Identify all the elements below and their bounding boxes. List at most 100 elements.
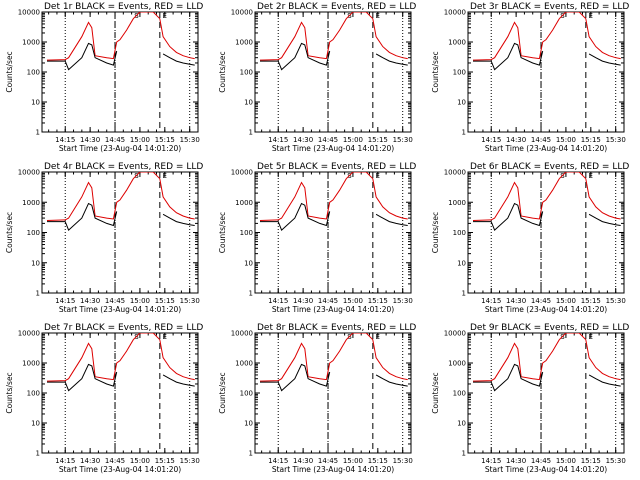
marker-label-e: E <box>375 333 379 341</box>
panel-title: Det 3r BLACK = Events, RED = LLD <box>470 2 629 12</box>
panel-4: Det 4r BLACK = Events, RED = LLD 1 10 100 10… <box>5 162 203 314</box>
x-tick-label: 15:15 <box>155 457 175 465</box>
x-tick-label: 14:15 <box>55 457 75 465</box>
y-axis-label: Counts/sec <box>5 51 14 92</box>
marker-label-e: E <box>588 172 592 180</box>
x-tick-label: 15:30 <box>606 136 626 144</box>
marker-label-s: S <box>347 172 352 180</box>
x-tick-label: 15:00 <box>343 297 363 305</box>
x-tick-label: 14:45 <box>105 297 125 305</box>
x-tick-label: 15:15 <box>581 136 601 144</box>
y-tick-label: 10 <box>457 99 466 107</box>
y-tick-label: 100 <box>240 390 253 398</box>
marker-label-e: E <box>588 333 592 341</box>
series-events-line <box>473 42 621 71</box>
panel-title: Det 5r BLACK = Events, RED = LLD <box>257 162 416 172</box>
y-tick-label: 1 <box>249 290 253 298</box>
x-tick-label: 14:15 <box>481 457 501 465</box>
x-tick-label: 14:30 <box>80 457 100 465</box>
panel-title: Det 8r BLACK = Events, RED = LLD <box>257 323 416 333</box>
x-tick-label: 15:00 <box>130 457 150 465</box>
panel-2: Det 2r BLACK = Events, RED = LLD 1 10 100 10… <box>218 2 416 153</box>
series-events-line <box>47 202 195 231</box>
y-tick-label: 1 <box>249 129 253 137</box>
y-tick-label: 1 <box>462 129 466 137</box>
y-tick-label: 1000 <box>22 360 40 368</box>
panel-title: Det 7r BLACK = Events, RED = LLD <box>44 323 203 333</box>
x-tick-label: 15:00 <box>343 136 363 144</box>
y-tick-label: 1000 <box>235 199 253 207</box>
y-tick-label: 100 <box>453 390 466 398</box>
x-tick-label: 15:15 <box>581 457 601 465</box>
y-tick-label: 1 <box>462 290 466 298</box>
marker-label-s: S <box>134 333 139 341</box>
x-tick-label: 14:30 <box>293 297 313 305</box>
marker-label-s: S <box>347 12 352 20</box>
marker-label-s: S <box>560 333 565 341</box>
x-tick-label: 14:15 <box>481 297 501 305</box>
series-lld-line <box>46 172 195 221</box>
x-tick-label: 14:15 <box>55 136 75 144</box>
y-tick-label: 10000 <box>444 169 466 177</box>
x-tick-label: 15:30 <box>393 297 413 305</box>
x-tick-label: 14:30 <box>80 297 100 305</box>
y-tick-label: 100 <box>240 69 253 77</box>
x-tick-label: 14:15 <box>268 297 288 305</box>
series-lld-line <box>472 333 621 382</box>
x-tick-label: 15:00 <box>556 136 576 144</box>
y-tick-label: 1000 <box>22 199 40 207</box>
y-tick-label: 1000 <box>448 39 466 47</box>
y-tick-label: 1 <box>36 290 40 298</box>
x-tick-label: 15:00 <box>556 457 576 465</box>
y-tick-label: 1 <box>249 450 253 458</box>
y-tick-label: 100 <box>240 229 253 237</box>
x-tick-label: 15:15 <box>155 136 175 144</box>
y-tick-label: 10 <box>244 259 253 267</box>
y-axis-label: Counts/sec <box>5 212 14 253</box>
series-events-line <box>260 202 408 231</box>
y-tick-label: 1000 <box>235 360 253 368</box>
x-tick-label: 14:45 <box>318 297 338 305</box>
x-tick-label: 15:00 <box>130 136 150 144</box>
y-tick-label: 1000 <box>235 39 253 47</box>
series-events-line <box>47 42 195 71</box>
panel-3: Det 3r BLACK = Events, RED = LLD 1 10 100 10… <box>431 2 629 153</box>
x-axis-label: Start Time (23-Aug-04 14:01:20) <box>485 305 607 314</box>
x-tick-label: 15:15 <box>581 297 601 305</box>
series-events-line <box>260 42 408 71</box>
series-lld-line <box>46 12 195 61</box>
x-tick-label: 15:30 <box>606 457 626 465</box>
x-tick-label: 14:45 <box>105 136 125 144</box>
marker-label-s: S <box>560 12 565 20</box>
y-tick-label: 1 <box>36 450 40 458</box>
y-axis-label: Counts/sec <box>5 372 14 413</box>
x-tick-label: 14:30 <box>506 457 526 465</box>
y-tick-label: 1000 <box>448 360 466 368</box>
x-tick-label: 15:15 <box>368 457 388 465</box>
panel-8: Det 8r BLACK = Events, RED = LLD 1 10 100 10… <box>218 323 416 474</box>
y-axis-label: Counts/sec <box>431 372 440 413</box>
series-events-line <box>473 363 621 392</box>
marker-label-s: S <box>134 172 139 180</box>
x-tick-label: 15:30 <box>180 457 200 465</box>
x-tick-label: 14:15 <box>268 457 288 465</box>
x-tick-label: 14:45 <box>318 457 338 465</box>
x-tick-label: 14:45 <box>531 136 551 144</box>
marker-label-e: E <box>588 12 592 20</box>
y-tick-label: 10 <box>457 259 466 267</box>
y-tick-label: 10 <box>457 420 466 428</box>
marker-label-e: E <box>375 172 379 180</box>
x-axis-label: Start Time (23-Aug-04 14:01:20) <box>272 465 394 474</box>
y-axis-label: Counts/sec <box>218 372 227 413</box>
x-tick-label: 14:45 <box>531 297 551 305</box>
panel-title: Det 1r BLACK = Events, RED = LLD <box>44 2 203 12</box>
x-tick-label: 15:15 <box>368 136 388 144</box>
series-events-line <box>47 363 195 392</box>
y-tick-label: 10000 <box>18 169 40 177</box>
x-tick-label: 15:30 <box>393 457 413 465</box>
y-tick-label: 10000 <box>231 169 253 177</box>
y-tick-label: 100 <box>27 390 40 398</box>
x-tick-label: 14:30 <box>506 297 526 305</box>
x-tick-label: 14:15 <box>55 297 75 305</box>
